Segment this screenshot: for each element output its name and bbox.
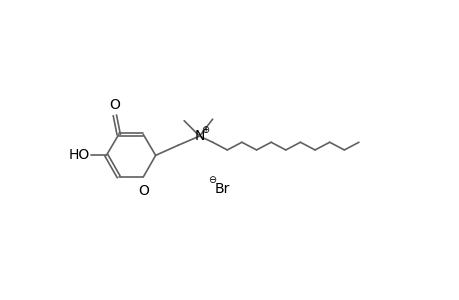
Text: O: O	[138, 184, 148, 198]
Text: HO: HO	[68, 148, 89, 162]
Text: O: O	[109, 98, 120, 112]
Text: ⊕: ⊕	[201, 125, 208, 135]
Text: N: N	[194, 129, 204, 143]
Text: ⊖: ⊖	[208, 175, 216, 185]
Text: Br: Br	[214, 182, 230, 196]
